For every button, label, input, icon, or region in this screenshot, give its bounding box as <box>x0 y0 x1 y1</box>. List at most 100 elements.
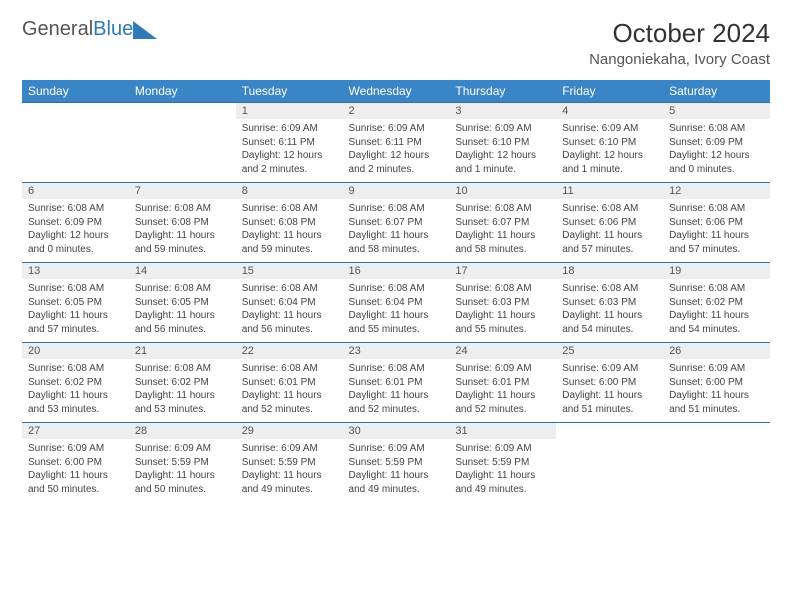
daylight-line: Daylight: 11 hours and 58 minutes. <box>349 229 444 256</box>
calendar-week-row: 20Sunrise: 6:08 AMSunset: 6:02 PMDayligh… <box>22 343 770 423</box>
day-body: Sunrise: 6:09 AMSunset: 6:10 PMDaylight:… <box>556 119 663 182</box>
daylight-line: Daylight: 12 hours and 0 minutes. <box>28 229 123 256</box>
weekday-header: Thursday <box>449 80 556 103</box>
day-body <box>663 427 770 489</box>
calendar-day-cell: 15Sunrise: 6:08 AMSunset: 6:04 PMDayligh… <box>236 263 343 343</box>
sunrise-line: Sunrise: 6:09 AM <box>562 362 657 376</box>
calendar-day-cell: 8Sunrise: 6:08 AMSunset: 6:08 PMDaylight… <box>236 183 343 263</box>
logo-word2: Blue <box>93 18 133 40</box>
daylight-line: Daylight: 11 hours and 50 minutes. <box>135 469 230 496</box>
calendar-day-cell: 3Sunrise: 6:09 AMSunset: 6:10 PMDaylight… <box>449 103 556 183</box>
day-number: 30 <box>343 423 450 439</box>
sunrise-line: Sunrise: 6:08 AM <box>135 202 230 216</box>
day-number: 14 <box>129 263 236 279</box>
calendar-day-cell: 17Sunrise: 6:08 AMSunset: 6:03 PMDayligh… <box>449 263 556 343</box>
sunset-line: Sunset: 6:05 PM <box>135 296 230 310</box>
weekday-header: Monday <box>129 80 236 103</box>
sunrise-line: Sunrise: 6:08 AM <box>28 362 123 376</box>
sunrise-line: Sunrise: 6:09 AM <box>562 122 657 136</box>
calendar-day-cell: 4Sunrise: 6:09 AMSunset: 6:10 PMDaylight… <box>556 103 663 183</box>
day-number: 12 <box>663 183 770 199</box>
calendar-week-row: 27 Sunrise: 6:09 AM Sunset: 6:00 PM Dayligh… <box>22 423 770 503</box>
daylight-line: Daylight: 12 hours and 1 minute. <box>455 149 550 176</box>
calendar-day-cell <box>22 103 129 183</box>
sunset-line: Sunset: 6:08 PM <box>242 216 337 230</box>
sunrise-line: Sunrise: 6:08 AM <box>242 362 337 376</box>
sunset-line: Sunset: 5:59 PM <box>455 456 550 470</box>
day-body <box>22 107 129 169</box>
calendar-week-row: 1Sunrise: 6:09 AMSunset: 6:11 PMDaylight… <box>22 103 770 183</box>
sunrise-line: Sunrise: 6:08 AM <box>28 202 123 216</box>
sunset-line: Sunset: 6:05 PM <box>28 296 123 310</box>
day-body: Sunrise: 6:09 AMSunset: 6:00 PMDaylight:… <box>556 359 663 422</box>
sunset-line: Sunset: 6:08 PM <box>135 216 230 230</box>
weekday-header: Sunday <box>22 80 129 103</box>
day-body: Sunrise: 6:08 AMSunset: 6:06 PMDaylight:… <box>556 199 663 262</box>
sunset-line: Sunset: 5:59 PM <box>135 456 230 470</box>
calendar-body: 1Sunrise: 6:09 AMSunset: 6:11 PMDaylight… <box>22 103 770 503</box>
daylight-line: Daylight: 11 hours and 53 minutes. <box>28 389 123 416</box>
day-number: 5 <box>663 103 770 119</box>
daylight-line: Daylight: 11 hours and 59 minutes. <box>135 229 230 256</box>
sunset-line: Sunset: 6:07 PM <box>349 216 444 230</box>
sunset-line: Sunset: 6:02 PM <box>135 376 230 390</box>
daylight-line: Daylight: 11 hours and 56 minutes. <box>242 309 337 336</box>
calendar-day-cell: 13Sunrise: 6:08 AMSunset: 6:05 PMDayligh… <box>22 263 129 343</box>
sunset-line: Sunset: 6:10 PM <box>455 136 550 150</box>
daylight-line: Daylight: 11 hours and 52 minutes. <box>455 389 550 416</box>
sunrise-line: Sunrise: 6:09 AM <box>242 122 337 136</box>
calendar-day-cell: 2Sunrise: 6:09 AMSunset: 6:11 PMDaylight… <box>343 103 450 183</box>
day-body: Sunrise: 6:09 AMSunset: 6:10 PMDaylight:… <box>449 119 556 182</box>
day-body: Sunrise: 6:09 AMSunset: 6:11 PMDaylight:… <box>343 119 450 182</box>
sunrise-line: Sunrise: 6:08 AM <box>135 282 230 296</box>
day-number: 7 <box>129 183 236 199</box>
sunrise-line: Sunrise: 6:09 AM <box>455 442 550 456</box>
day-number: 8 <box>236 183 343 199</box>
sunrise-line: Sunrise: 6:08 AM <box>349 362 444 376</box>
day-body: Sunrise: 6:09 AMSunset: 5:59 PMDaylight:… <box>449 439 556 502</box>
calendar-day-cell: 9Sunrise: 6:08 AMSunset: 6:07 PMDaylight… <box>343 183 450 263</box>
day-number: 6 <box>22 183 129 199</box>
day-number: 24 <box>449 343 556 359</box>
sunrise-line: Sunrise: 6:08 AM <box>669 282 764 296</box>
day-body: Sunrise: 6:09 AMSunset: 5:59 PMDaylight:… <box>236 439 343 502</box>
day-body: Sunrise: 6:08 AMSunset: 6:08 PMDaylight:… <box>236 199 343 262</box>
daylight-line: Daylight: 11 hours and 55 minutes. <box>455 309 550 336</box>
sunset-line: Sunset: 6:00 PM <box>28 456 123 470</box>
sunrise-line: Sunrise: 6:08 AM <box>28 282 123 296</box>
sunrise-line: Sunrise: 6:09 AM <box>669 362 764 376</box>
sunrise-line: Sunrise: 6:08 AM <box>349 282 444 296</box>
day-body: Sunrise: 6:09 AMSunset: 5:59 PMDaylight:… <box>343 439 450 502</box>
day-number: 9 <box>343 183 450 199</box>
logo: GeneralBlue <box>22 18 157 41</box>
day-body: Sunrise: 6:08 AMSunset: 6:06 PMDaylight:… <box>663 199 770 262</box>
calendar-day-cell: 28Sunrise: 6:09 AMSunset: 5:59 PMDayligh… <box>129 423 236 503</box>
day-body: Sunrise: 6:08 AMSunset: 6:07 PMDaylight:… <box>449 199 556 262</box>
day-number: 15 <box>236 263 343 279</box>
day-body: Sunrise: 6:08 AMSunset: 6:04 PMDaylight:… <box>343 279 450 342</box>
daylight-line: Daylight: 11 hours and 57 minutes. <box>562 229 657 256</box>
day-body: Sunrise: 6:08 AMSunset: 6:04 PMDaylight:… <box>236 279 343 342</box>
calendar-day-cell: 23Sunrise: 6:08 AMSunset: 6:01 PMDayligh… <box>343 343 450 423</box>
weekday-header: Friday <box>556 80 663 103</box>
day-body: Sunrise: 6:08 AMSunset: 6:02 PMDaylight:… <box>129 359 236 422</box>
calendar-day-cell: 6Sunrise: 6:08 AMSunset: 6:09 PMDaylight… <box>22 183 129 263</box>
calendar-day-cell <box>129 103 236 183</box>
calendar-day-cell: 19Sunrise: 6:08 AMSunset: 6:02 PMDayligh… <box>663 263 770 343</box>
weekday-header: Saturday <box>663 80 770 103</box>
calendar-day-cell: 25Sunrise: 6:09 AMSunset: 6:00 PMDayligh… <box>556 343 663 423</box>
sunset-line: Sunset: 6:04 PM <box>349 296 444 310</box>
sunrise-line: Sunrise: 6:08 AM <box>669 202 764 216</box>
calendar-day-cell: 22Sunrise: 6:08 AMSunset: 6:01 PMDayligh… <box>236 343 343 423</box>
calendar-day-cell: 5Sunrise: 6:08 AMSunset: 6:09 PMDaylight… <box>663 103 770 183</box>
day-number: 4 <box>556 103 663 119</box>
daylight-line: Daylight: 11 hours and 58 minutes. <box>455 229 550 256</box>
daylight-line: Daylight: 11 hours and 51 minutes. <box>562 389 657 416</box>
day-body <box>129 107 236 169</box>
weekday-row: SundayMondayTuesdayWednesdayThursdayFrid… <box>22 80 770 103</box>
sunrise-line: Sunrise: 6:09 AM <box>455 122 550 136</box>
sunrise-line: Sunrise: 6:08 AM <box>455 202 550 216</box>
day-number: 27 <box>22 423 129 439</box>
day-number: 25 <box>556 343 663 359</box>
sunrise-line: Sunrise: 6:09 AM <box>455 362 550 376</box>
